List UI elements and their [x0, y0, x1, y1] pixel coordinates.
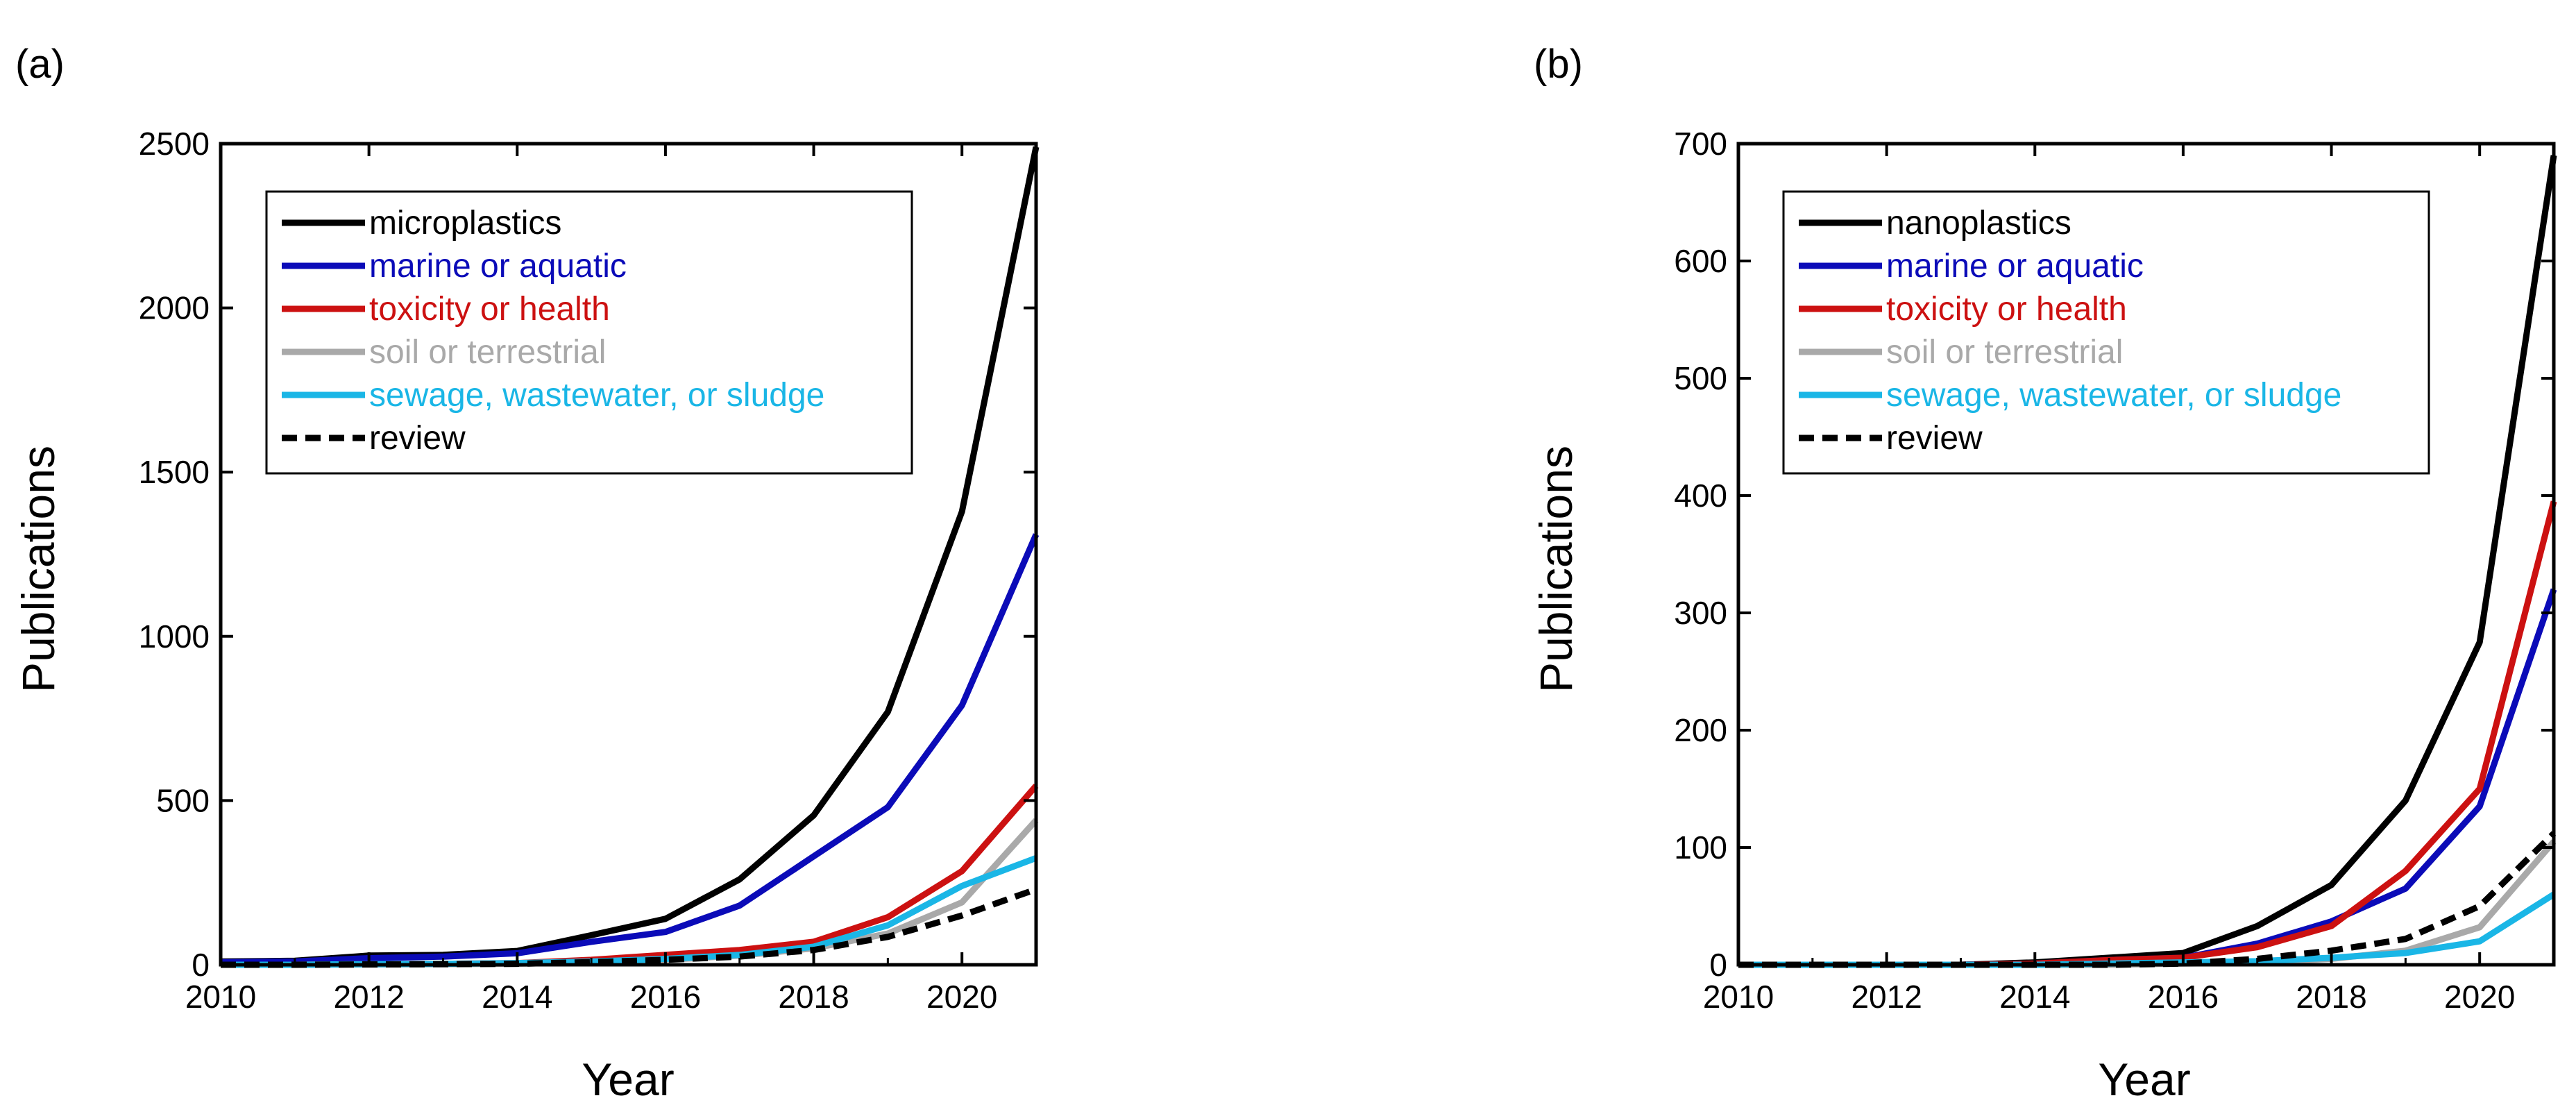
- panel-a: (a) Publications Year 2010 2012 2014 2016 20…: [12, 42, 1040, 1105]
- panel-b-ytick-label-1: 100: [1674, 829, 1727, 866]
- panel-a-legend-label-1: marine or aquatic: [369, 248, 627, 285]
- panel-a-xtick-label-1: 2012: [333, 979, 404, 1015]
- panel-b-axes-frame: [1736, 142, 2556, 967]
- panel-b-ytick-label-7: 700: [1674, 126, 1727, 162]
- panel-b-ylabel: Publications: [1530, 446, 1582, 693]
- panel-a-xlabel: Year: [582, 1054, 674, 1105]
- panel-a-ytick-label-1: 500: [156, 782, 210, 818]
- panel-b-legend-label-1: marine or aquatic: [1886, 248, 2144, 285]
- panel-b-ytick-label-2: 200: [1674, 712, 1727, 748]
- panel-a-plot: 2010 2012 2014 2016 2018 2020 0 500 1000 1500 2000…: [139, 126, 1040, 1015]
- panel-b-legend-label-3: soil or terrestrial: [1886, 334, 2123, 371]
- panel-a-legend-label-5: review: [369, 420, 466, 457]
- panel-b-xtick-label-1: 2012: [1851, 979, 1922, 1015]
- panel-a-xtick-label-5: 2020: [926, 979, 997, 1015]
- panel-b-legend-label-0: nanoplastics: [1886, 205, 2071, 242]
- panel-b-legend-label-2: toxicity or health: [1886, 291, 2127, 328]
- panel-a-ytick-label-0: 0: [192, 947, 210, 983]
- panel-b-ytick-label-5: 500: [1674, 360, 1727, 396]
- panel-a-legend-label-0: microplastics: [369, 205, 561, 242]
- panel-b-ytick-label-6: 600: [1674, 243, 1727, 279]
- panel-a-series-line-1: [220, 533, 1040, 965]
- panel-a-label: (a): [15, 42, 65, 87]
- panel-b-legend-label-5: review: [1886, 420, 1983, 457]
- panel-b-legend-box: [1782, 190, 2430, 475]
- panel-a-ytick-label-2: 1000: [139, 618, 210, 655]
- panel-a-series-line-5: [221, 886, 1037, 968]
- panel-b-xtick-label-3: 2016: [2148, 979, 2219, 1015]
- panel-a-legend-box: [265, 190, 913, 475]
- panel-b-plot: 2010 2012 2014 2016 2018 2020 0 100 200 300 400 500…: [1674, 126, 2557, 1015]
- panel-a-ytick-label-4: 2000: [139, 290, 210, 326]
- panel-a-ytick-label-3: 1500: [139, 454, 210, 490]
- panel-b-xlabel: Year: [2098, 1054, 2190, 1105]
- panel-b-xtick-label-5: 2020: [2444, 979, 2515, 1015]
- panel-b-ytick-label-0: 0: [1709, 947, 1727, 983]
- panel-a-axes-frame: [219, 142, 1038, 967]
- panel-b-ytick-label-4: 400: [1674, 478, 1727, 514]
- panel-b-legend-label-4: sewage, wastewater, or sludge: [1886, 377, 2341, 414]
- panel-b-ytick-label-3: 300: [1674, 595, 1727, 631]
- panel-b-xtick-label-4: 2018: [2296, 979, 2366, 1015]
- panel-a-ytick-label-5: 2500: [139, 126, 210, 162]
- panel-b-xtick-label-2: 2014: [1999, 979, 2070, 1015]
- panel-a-xtick-label-0: 2010: [185, 979, 256, 1015]
- panel-a-legend: microplastics marine or aquatic toxicity o…: [265, 190, 913, 475]
- panel-a-xtick-label-4: 2018: [778, 979, 849, 1015]
- panel-b: (b) Publications Year 2010 2012 2014 2016 20…: [1530, 42, 2557, 1105]
- panel-b-xtick-label-0: 2010: [1703, 979, 1774, 1015]
- panel-a-legend-label-2: toxicity or health: [369, 291, 610, 328]
- panel-a-xtick-label-2: 2014: [482, 979, 552, 1015]
- panel-b-label: (b): [1534, 42, 1583, 87]
- panel-a-ylabel: Publications: [12, 446, 64, 693]
- panel-b-legend: nanoplastics marine or aquatic toxicity or…: [1782, 190, 2430, 475]
- panel-a-legend-label-3: soil or terrestrial: [369, 334, 606, 371]
- panel-a-legend-label-4: sewage, wastewater, or sludge: [369, 377, 824, 414]
- panel-a-xtick-label-3: 2016: [630, 979, 701, 1015]
